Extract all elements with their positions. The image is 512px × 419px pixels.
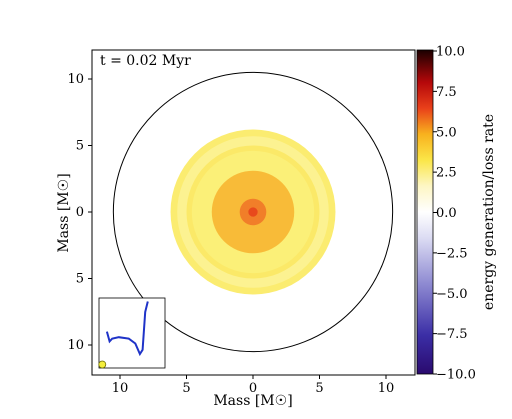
x-axis: 10 5 0 5 10 [112, 375, 395, 396]
y-tick-label: 10 [67, 338, 84, 353]
y-axis-label: Mass [M☉] [56, 173, 72, 252]
colorbar [416, 49, 434, 375]
time-label: t = 0.02 Myr [100, 53, 191, 69]
colorbar-label: energy generation/loss rate [481, 114, 497, 310]
colorbar-tick-label: 5.0 [436, 125, 457, 140]
evolution-track [105, 301, 149, 357]
star-outer-boundary [112, 71, 394, 353]
inset-frame [98, 297, 166, 369]
hr-diagram-inset [98, 297, 166, 369]
colorbar-tick-label: −5.0 [436, 287, 468, 302]
x-tick-label: 0 [249, 381, 257, 396]
colorbar-tick-label: 10.0 [436, 45, 465, 60]
colorbar-tick-label: −7.5 [436, 327, 468, 342]
y-tick-label: 5 [76, 139, 84, 154]
y-tick-label: 0 [76, 205, 84, 220]
y-axis: 10 5 0 5 10 [67, 72, 92, 353]
x-tick-label: 10 [378, 381, 395, 396]
energy-ring-6 [248, 207, 258, 217]
x-axis-label: Mass [M☉] [213, 393, 292, 409]
x-tick-label: 10 [112, 381, 129, 396]
x-tick-label: 5 [315, 381, 323, 396]
energy-rings [170, 129, 336, 295]
colorbar-tick-label: 0.0 [436, 206, 457, 221]
colorbar-tick-label: 2.5 [436, 166, 457, 181]
colorbar-tick-label: 7.5 [436, 85, 457, 100]
y-tick-label: 10 [67, 72, 84, 87]
y-tick-label: 5 [76, 272, 84, 287]
plot-area [112, 71, 394, 353]
colorbar-tick-label: −10.0 [436, 368, 476, 383]
colorbar-ticks: 10.0 7.5 5.0 2.5 0.0 −2.5 −5.0 −7.5 −10.0 [433, 45, 476, 383]
x-tick-label: 5 [182, 381, 190, 396]
current-position-marker [98, 360, 107, 369]
colorbar-tick-label: −2.5 [436, 246, 468, 261]
